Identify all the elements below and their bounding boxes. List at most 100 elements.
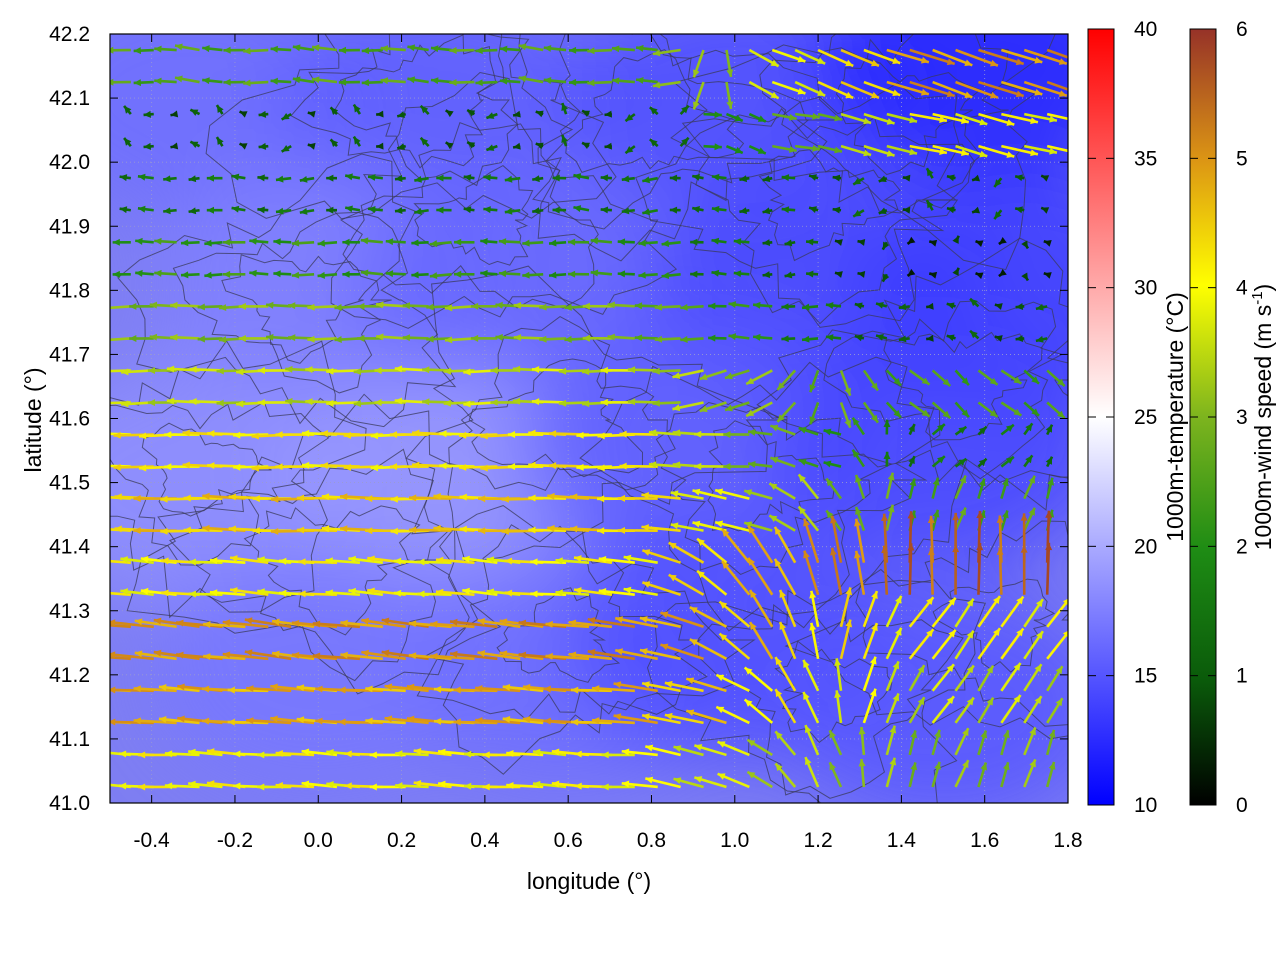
wind-arrow [591,717,635,725]
wind-arrow [885,757,897,788]
wind-arrow [119,206,132,214]
wind-arrow [389,463,429,471]
wind-arrow [123,137,132,147]
wind-arrow [652,80,681,89]
wind-arrow [512,142,521,150]
wind-arrow [552,174,567,182]
wind-arrow [522,239,544,247]
contour-line [423,505,756,775]
wind-arrow [954,598,975,628]
wind-arrow [463,174,475,182]
wind-arrow [477,650,521,661]
wind-arrow [1035,335,1048,343]
contour-line [413,164,534,266]
wind-arrow [802,659,820,692]
wind-arrow [204,271,223,279]
wind-arrow [512,110,521,118]
temperature-colorbar-label: 1000m-temperature (°C) [1162,292,1188,542]
wind-arrow [648,429,681,437]
wind-arrow [862,656,877,692]
wind-arrow [188,780,223,789]
wind-arrow [642,176,658,184]
wind-arrow [711,205,727,213]
contour-line [110,401,330,566]
wind-arrow [419,104,430,116]
wind-arrow [885,369,902,387]
wind-arrow [725,49,734,78]
wind-arrow [931,401,952,420]
wind-arrow [931,729,942,756]
wind-arrow [385,270,406,278]
wind-arrow [1000,694,1022,724]
wind-arrow [748,589,774,628]
wind-arrow [361,649,406,661]
wind-arrow [634,302,658,310]
wind-arrow [692,81,705,110]
contour-line [707,420,835,532]
wind-arrow [110,305,131,310]
wind-arrow [568,651,613,661]
wind-arrow [449,650,498,661]
temperature-tick-label: 35 [1134,147,1157,170]
wind-arrow [851,416,865,436]
wind-arrow [1046,630,1068,660]
wind-arrow [518,43,544,52]
wind-arrow [110,337,131,342]
wind-arrow [570,686,612,694]
wind-arrow [645,744,681,757]
wind-arrow [619,462,658,470]
wind-arrow [885,472,895,499]
wind-arrow [402,334,429,342]
wind-arrow [715,705,750,725]
wind-arrow [170,110,179,118]
wind-arrow [774,688,797,724]
wind-arrow [906,236,916,245]
wind-arrow [762,271,773,279]
wind-arrow [453,238,475,246]
wind-arrow [886,144,918,156]
wind-arrow [621,175,635,183]
wind-arrow [902,206,911,214]
wind-arrow [133,717,177,725]
wind-arrow [1024,112,1058,123]
wind-arrow [203,621,246,629]
wind-arrow [908,696,926,724]
wind-arrow [340,651,383,661]
wind-arrow [222,270,246,278]
wind-arrow [1023,454,1034,468]
wind-arrow [137,205,154,213]
wind-arrow [955,112,988,126]
wind-arrow [1000,423,1015,436]
wind-arrow [624,145,636,155]
wind-arrow [854,474,866,500]
wind-arrow [909,144,948,155]
wind-arrow [699,401,727,413]
wind-arrow [634,334,658,342]
wind-arrow [435,588,475,597]
wind-arrow [711,173,727,181]
contour-line [635,82,961,328]
wind-arrow [1046,80,1068,91]
wind-arrow [784,239,796,247]
contour-line [172,211,400,394]
wind-arrow [543,77,567,84]
wind-arrow [908,664,926,692]
wind-arrow [672,369,704,380]
contour-line [468,358,644,478]
wind-arrow [1023,598,1044,628]
wind-arrow [338,718,383,726]
wind-arrow [1000,510,1009,532]
wind-arrow [931,695,955,724]
wind-arrow [743,489,773,500]
wind-arrow [449,79,475,86]
wind-arrow [768,514,796,532]
wind-arrow [652,399,681,407]
wind-arrow [635,44,658,52]
wind-arrow [840,80,880,100]
terrain-contours [110,34,1068,803]
x-tick-label: 1.8 [1053,829,1082,852]
wind-arrow [1043,239,1052,247]
wind-arrow [502,683,544,693]
wind-arrow [215,104,224,115]
wind-arrow [669,174,681,182]
